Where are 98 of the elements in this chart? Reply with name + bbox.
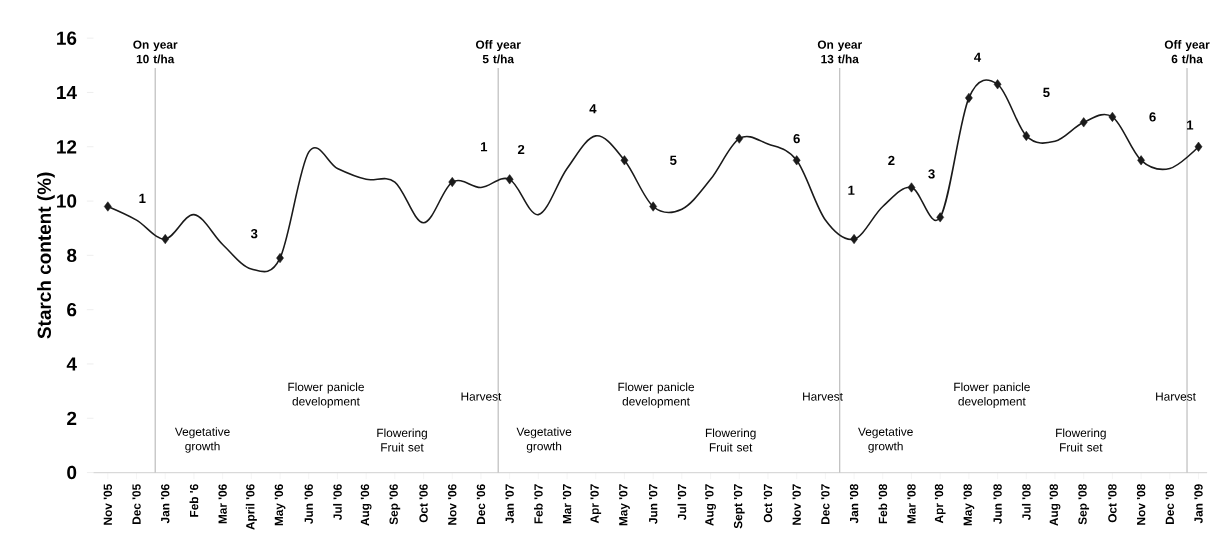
annotation: 2 bbox=[517, 144, 525, 155]
x-tick-label: Jan '06 bbox=[161, 484, 170, 524]
y-tick-label: 14 bbox=[57, 86, 77, 100]
point bbox=[1194, 141, 1203, 152]
y-tick-label: 16 bbox=[57, 31, 77, 45]
annotation: 1 bbox=[480, 142, 488, 152]
annotation: 1 bbox=[139, 193, 146, 203]
x-tick-label: Nov '07 bbox=[792, 484, 801, 525]
y-tick-label: 8 bbox=[67, 248, 77, 263]
x-tick-label: Jul '06 bbox=[333, 484, 342, 521]
point bbox=[161, 234, 170, 245]
x-tick-label: Apr '07 bbox=[590, 484, 602, 524]
x-tick-label: Dec '07 bbox=[821, 484, 830, 525]
point bbox=[1108, 111, 1117, 122]
x-tick-label: Sep '08 bbox=[1078, 484, 1090, 525]
point bbox=[936, 212, 945, 223]
y-tick-label: 4 bbox=[66, 357, 77, 371]
annotation: Harvest bbox=[461, 392, 502, 401]
x-tick-label: Dec '05 bbox=[132, 484, 141, 525]
annotation: 4 bbox=[974, 52, 982, 62]
point bbox=[276, 253, 284, 264]
x-tick-label: Jul '07 bbox=[677, 484, 687, 521]
annotation: Flower panicle development bbox=[954, 382, 1030, 409]
x-tick-label: Dec '06 bbox=[476, 484, 486, 525]
x-tick-label: Nov '05 bbox=[103, 484, 113, 525]
annotation: Vegetative growth bbox=[516, 427, 572, 453]
annotation: Flower panicle development bbox=[618, 382, 695, 409]
point bbox=[735, 133, 744, 144]
point bbox=[620, 155, 629, 166]
x-tick-label: May '07 bbox=[619, 484, 630, 526]
annotation: Flowering Fruit set bbox=[1056, 428, 1106, 452]
x-tick-label: Aug '06 bbox=[360, 484, 372, 526]
annotation: Flowering Fruit set bbox=[377, 428, 427, 452]
x-tick-label: Feb '08 bbox=[878, 484, 888, 524]
x-tick-label: May '06 bbox=[274, 484, 286, 526]
point bbox=[850, 234, 858, 245]
x-tick-label: Jan '09 bbox=[1194, 484, 1203, 524]
y-axis-title: Starch content (%) bbox=[37, 172, 55, 339]
annotation: Flower panicle development bbox=[288, 382, 364, 409]
point bbox=[448, 177, 457, 188]
x-tick-label: Jun '07 bbox=[648, 484, 658, 525]
x-tick-label: Sep '06 bbox=[389, 484, 401, 525]
annotation: 5 bbox=[1043, 87, 1050, 98]
annotation: 5 bbox=[670, 155, 677, 165]
annotation: 1 bbox=[1187, 120, 1194, 130]
annotation: 4 bbox=[589, 104, 597, 114]
x-tick-label: Sept '07 bbox=[733, 484, 745, 529]
x-tick-label: Mar '07 bbox=[562, 484, 572, 524]
y-tick-label: 10 bbox=[57, 194, 77, 208]
x-tick-label: Mar '06 bbox=[218, 484, 227, 524]
x-tick-label: April '06 bbox=[245, 484, 257, 530]
x-tick-label: Aug '08 bbox=[1049, 484, 1061, 526]
point bbox=[104, 201, 112, 212]
x-tick-label: Aug '07 bbox=[705, 484, 716, 526]
y-tick-label: 12 bbox=[57, 140, 77, 154]
x-tick-label: Oct '06 bbox=[419, 484, 428, 523]
annotation: 1 bbox=[848, 185, 855, 195]
annotation: Off year 6 t/ha bbox=[1164, 40, 1210, 64]
point bbox=[907, 182, 916, 193]
point bbox=[993, 79, 1002, 90]
point bbox=[965, 92, 973, 103]
annotation: Harvest bbox=[803, 392, 843, 401]
x-tick-label: Jun '06 bbox=[304, 484, 313, 525]
annotation: 6 bbox=[793, 134, 800, 144]
y-tick-label: 6 bbox=[67, 303, 77, 317]
annotation: On year 10 t/ha bbox=[133, 40, 178, 64]
y-tick-label: 2 bbox=[67, 411, 77, 425]
x-tick-label: Feb '07 bbox=[534, 484, 543, 524]
point bbox=[1079, 117, 1088, 128]
x-tick-label: Jan '07 bbox=[505, 484, 514, 524]
y-tick-label: 0 bbox=[67, 465, 77, 480]
x-tick-label: Oct '08 bbox=[1108, 484, 1117, 523]
annotation: Harvest bbox=[1156, 392, 1196, 401]
annotation: On year 13 t/ha bbox=[817, 40, 862, 64]
annotation: Off year 5 t/ha bbox=[475, 40, 521, 64]
annotation: Flowering Fruit set bbox=[705, 428, 756, 452]
x-tick-label: Jul '08 bbox=[1021, 484, 1031, 521]
x-tick-label: Apr '08 bbox=[934, 484, 946, 524]
point bbox=[649, 201, 657, 212]
x-tick-label: Oct '07 bbox=[763, 484, 773, 523]
x-tick-label: Dec '08 bbox=[1165, 484, 1174, 525]
x-tick-label: Nov '06 bbox=[448, 484, 457, 525]
annotation: 2 bbox=[888, 155, 895, 165]
annotation: Vegetative growth bbox=[858, 427, 913, 453]
point bbox=[1022, 130, 1031, 141]
x-tick-label: May '08 bbox=[963, 484, 975, 526]
point bbox=[505, 174, 514, 185]
point bbox=[792, 155, 801, 166]
x-tick-label: Nov '08 bbox=[1136, 484, 1146, 525]
annotation: Vegetative growth bbox=[174, 427, 230, 453]
annotation: 3 bbox=[928, 169, 935, 179]
x-tick-label: Mar '08 bbox=[907, 484, 916, 524]
x-tick-label: Jan '08 bbox=[849, 484, 859, 524]
annotation: 6 bbox=[1149, 112, 1156, 122]
x-tick-label: Feb '6 bbox=[189, 484, 199, 517]
x-tick-label: Jun '08 bbox=[993, 484, 1002, 525]
annotation: 3 bbox=[250, 229, 258, 239]
point bbox=[1137, 155, 1145, 166]
